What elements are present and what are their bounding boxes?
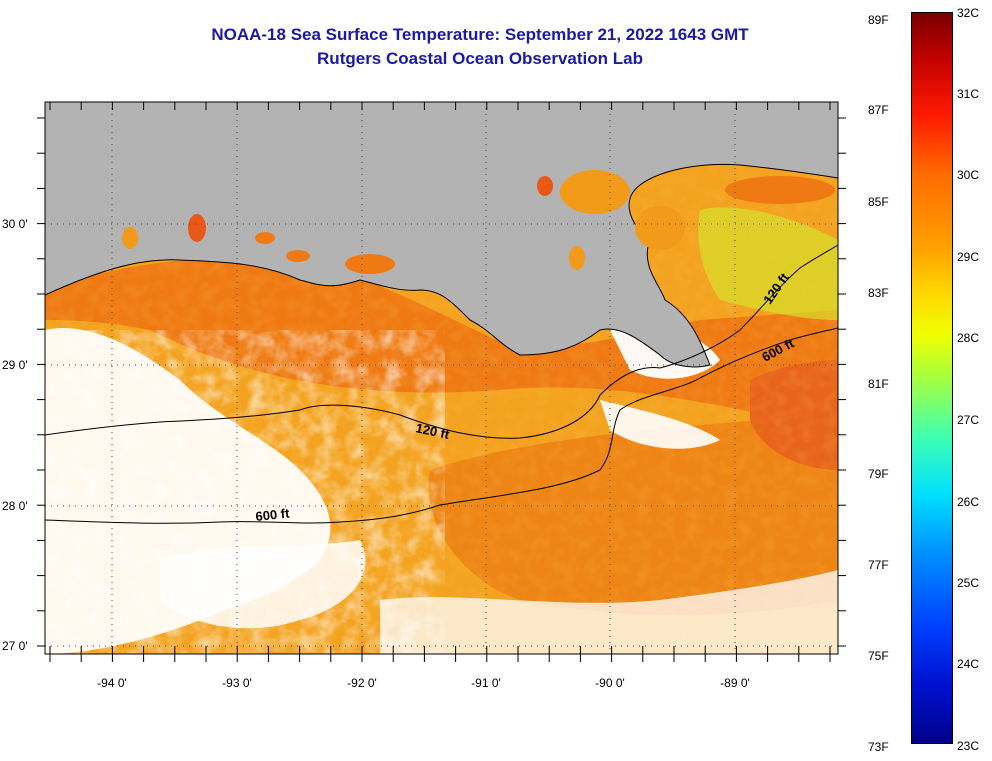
inland-lake — [122, 227, 138, 249]
cloud-cover-south — [380, 570, 838, 654]
celsius-tick: 30C — [957, 168, 980, 182]
cloud-cover-east — [600, 400, 720, 449]
inland-lake — [255, 232, 275, 244]
isobath-120ft-east — [659, 244, 838, 369]
celsius-tick: 31C — [957, 87, 980, 101]
lon-label: -94 0' — [97, 676, 127, 690]
inland-lake — [560, 170, 630, 214]
celsius-tick: 28C — [957, 331, 980, 345]
frame-ticks — [37, 102, 846, 662]
cool-water-patch — [698, 207, 838, 320]
lon-label: -93 0' — [222, 676, 252, 690]
celsius-tick: 24C — [957, 657, 980, 671]
fahrenheit-tick: 73F — [868, 740, 889, 754]
celsius-tick: 26C — [957, 495, 980, 509]
inland-lake — [569, 246, 585, 270]
map-subtitle: Rutgers Coastal Ocean Observation Lab — [317, 49, 643, 68]
lat-label: 29 0' — [2, 358, 28, 372]
lat-label: 28 0' — [2, 499, 28, 513]
celsius-tick: 29C — [957, 250, 980, 264]
lon-label: -90 0' — [595, 676, 625, 690]
fahrenheit-tick: 85F — [868, 195, 889, 209]
inland-lake — [345, 254, 395, 274]
land-mass — [45, 102, 838, 368]
lat-label: 27 0' — [2, 639, 28, 653]
celsius-tick: 25C — [957, 576, 980, 590]
inland-lake — [188, 214, 206, 242]
celsius-tick: 27C — [957, 413, 980, 427]
fahrenheit-tick: 83F — [868, 286, 889, 300]
inland-lake — [635, 206, 685, 250]
isobath-label: 600 ft — [255, 505, 291, 524]
celsius-tick: 23C — [957, 739, 980, 753]
map-title: NOAA-18 Sea Surface Temperature: Septemb… — [211, 25, 749, 44]
isobath-120ft-west — [45, 366, 661, 439]
inland-lake — [537, 176, 553, 196]
isobath-600ft-west — [45, 377, 701, 524]
lat-label: 30 0' — [2, 217, 28, 231]
inland-lake — [725, 176, 835, 204]
fahrenheit-tick: 81F — [868, 377, 889, 391]
graticule — [45, 102, 838, 654]
map-frame — [44, 101, 839, 655]
lon-label: -92 0' — [347, 676, 377, 690]
lon-label: -91 0' — [471, 676, 501, 690]
fahrenheit-tick: 87F — [868, 103, 889, 117]
inland-lake — [286, 250, 310, 262]
fahrenheit-tick: 75F — [868, 649, 889, 663]
lon-label: -89 0' — [720, 676, 750, 690]
temperature-colorbar — [911, 12, 953, 744]
fahrenheit-tick: 79F — [868, 467, 889, 481]
isobath-label: 120 ft — [414, 420, 451, 442]
fahrenheit-tick: 77F — [868, 558, 889, 572]
fahrenheit-tick: 89F — [868, 13, 889, 27]
isobath-600ft-east — [699, 327, 838, 379]
celsius-tick: 32C — [957, 6, 980, 20]
